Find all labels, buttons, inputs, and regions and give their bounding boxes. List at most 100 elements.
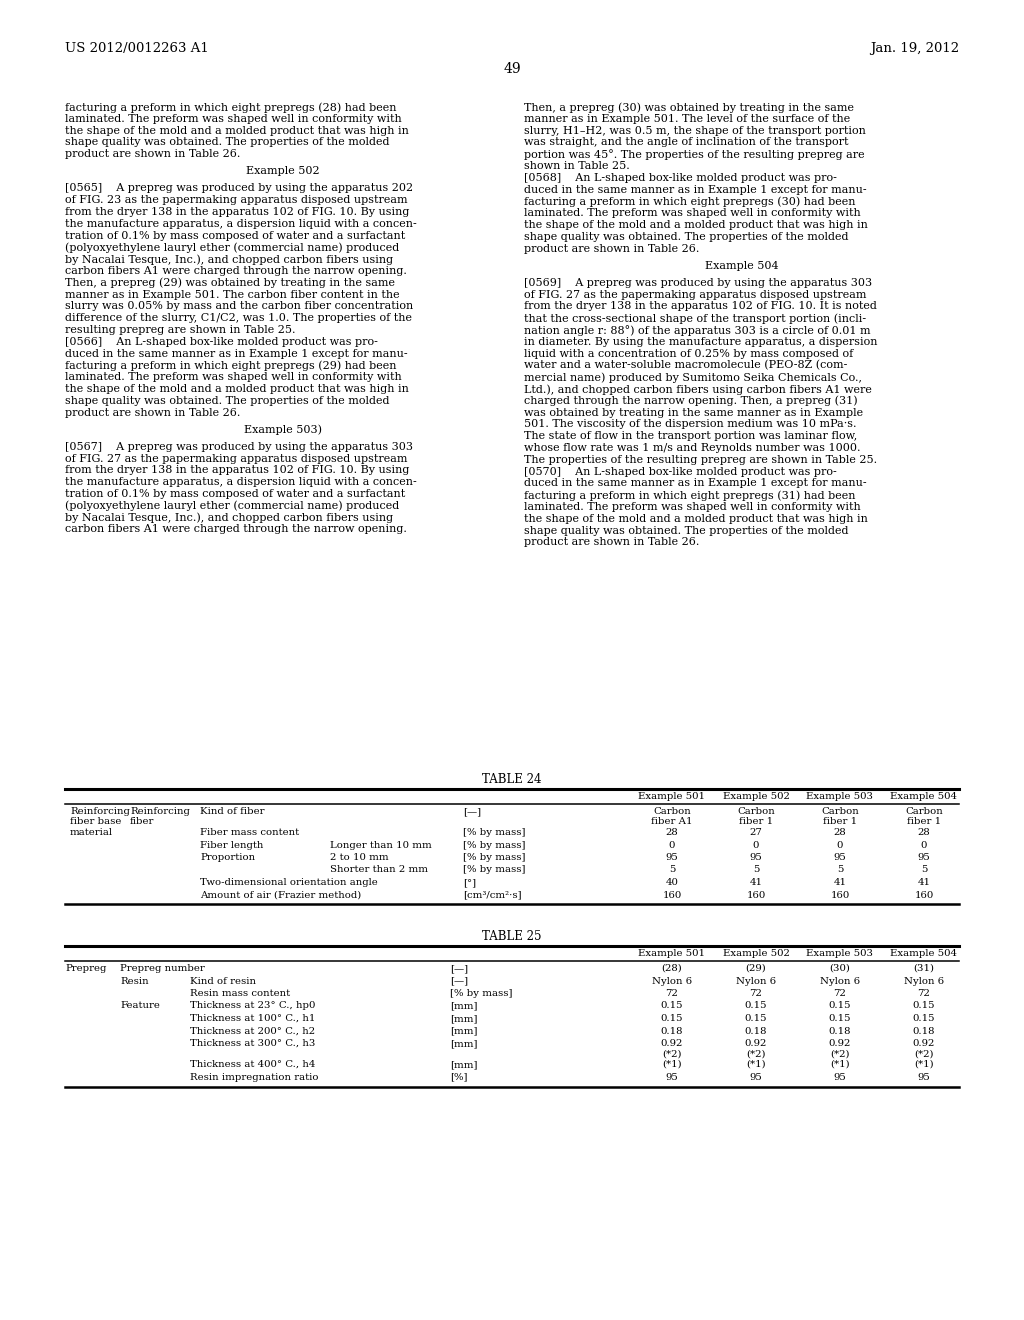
- Text: the shape of the mold and a molded product that was high in: the shape of the mold and a molded produ…: [524, 513, 868, 524]
- Text: Reinforcing: Reinforcing: [130, 807, 189, 816]
- Text: product are shown in Table 26.: product are shown in Table 26.: [524, 244, 699, 253]
- Text: facturing a preform in which eight prepregs (28) had been: facturing a preform in which eight prepr…: [65, 102, 396, 112]
- Text: Example 502: Example 502: [723, 792, 790, 801]
- Text: 95: 95: [750, 853, 763, 862]
- Text: the shape of the mold and a molded product that was high in: the shape of the mold and a molded produ…: [524, 220, 868, 230]
- Text: [—]: [—]: [450, 977, 468, 986]
- Text: the manufacture apparatus, a dispersion liquid with a concen-: the manufacture apparatus, a dispersion …: [65, 478, 417, 487]
- Text: 2 to 10 mm: 2 to 10 mm: [330, 853, 389, 862]
- Text: 49: 49: [503, 62, 521, 77]
- Text: Prepreg number: Prepreg number: [120, 964, 205, 973]
- Text: shape quality was obtained. The properties of the molded: shape quality was obtained. The properti…: [524, 232, 849, 242]
- Text: shape quality was obtained. The properties of the molded: shape quality was obtained. The properti…: [65, 396, 389, 405]
- Text: [mm]: [mm]: [450, 1060, 477, 1069]
- Text: Thickness at 300° C., h3: Thickness at 300° C., h3: [190, 1039, 315, 1048]
- Text: [0569]    A prepreg was produced by using the apparatus 303: [0569] A prepreg was produced by using t…: [524, 277, 872, 288]
- Text: laminated. The preform was shaped well in conformity with: laminated. The preform was shaped well i…: [524, 502, 861, 512]
- Text: 95: 95: [918, 1072, 931, 1081]
- Text: Reinforcing: Reinforcing: [70, 807, 130, 816]
- Text: (polyoxyethylene lauryl ether (commercial name) produced: (polyoxyethylene lauryl ether (commercia…: [65, 243, 399, 253]
- Text: US 2012/0012263 A1: US 2012/0012263 A1: [65, 42, 209, 55]
- Text: of FIG. 23 as the papermaking apparatus disposed upstream: of FIG. 23 as the papermaking apparatus …: [65, 195, 408, 205]
- Text: 72: 72: [834, 989, 847, 998]
- Text: shown in Table 25.: shown in Table 25.: [524, 161, 630, 172]
- Text: from the dryer 138 in the apparatus 102 of FIG. 10. It is noted: from the dryer 138 in the apparatus 102 …: [524, 301, 877, 312]
- Text: material: material: [70, 828, 113, 837]
- Text: was straight, and the angle of inclination of the transport: was straight, and the angle of inclinati…: [524, 137, 849, 148]
- Text: 0: 0: [921, 841, 927, 850]
- Text: (polyoxyethylene lauryl ether (commercial name) produced: (polyoxyethylene lauryl ether (commercia…: [65, 500, 399, 511]
- Text: product are shown in Table 26.: product are shown in Table 26.: [65, 149, 241, 160]
- Text: Nylon 6: Nylon 6: [904, 977, 944, 986]
- Text: [—]: [—]: [463, 807, 481, 816]
- Text: duced in the same manner as in Example 1 except for manu-: duced in the same manner as in Example 1…: [524, 185, 866, 194]
- Text: product are shown in Table 26.: product are shown in Table 26.: [524, 537, 699, 548]
- Text: fiber 1: fiber 1: [739, 817, 773, 825]
- Text: [0568]    An L-shaped box-like molded product was pro-: [0568] An L-shaped box-like molded produ…: [524, 173, 837, 182]
- Text: 5: 5: [921, 866, 927, 874]
- Text: the shape of the mold and a molded product that was high in: the shape of the mold and a molded produ…: [65, 125, 409, 136]
- Text: 0.15: 0.15: [912, 1002, 935, 1011]
- Text: (*2): (*2): [746, 1049, 766, 1059]
- Text: [% by mass]: [% by mass]: [463, 853, 525, 862]
- Text: 160: 160: [746, 891, 766, 899]
- Text: The state of flow in the transport portion was laminar flow,: The state of flow in the transport porti…: [524, 432, 857, 441]
- Text: 95: 95: [834, 853, 847, 862]
- Text: The properties of the resulting prepreg are shown in Table 25.: The properties of the resulting prepreg …: [524, 455, 878, 465]
- Text: fiber A1: fiber A1: [651, 817, 693, 825]
- Text: 160: 160: [914, 891, 934, 899]
- Text: fiber: fiber: [130, 817, 155, 825]
- Text: Jan. 19, 2012: Jan. 19, 2012: [869, 42, 959, 55]
- Text: Example 504: Example 504: [891, 792, 957, 801]
- Text: Thickness at 100° C., h1: Thickness at 100° C., h1: [190, 1014, 315, 1023]
- Text: facturing a preform in which eight prepregs (29) had been: facturing a preform in which eight prepr…: [65, 360, 396, 371]
- Text: 0.15: 0.15: [912, 1014, 935, 1023]
- Text: (31): (31): [913, 964, 935, 973]
- Text: from the dryer 138 in the apparatus 102 of FIG. 10. By using: from the dryer 138 in the apparatus 102 …: [65, 466, 410, 475]
- Text: [%]: [%]: [450, 1072, 468, 1081]
- Text: 95: 95: [666, 853, 678, 862]
- Text: Thickness at 400° C., h4: Thickness at 400° C., h4: [190, 1060, 315, 1069]
- Text: (*1): (*1): [830, 1060, 850, 1069]
- Text: (30): (30): [829, 964, 851, 973]
- Text: (*2): (*2): [663, 1049, 682, 1059]
- Text: Thickness at 200° C., h2: Thickness at 200° C., h2: [190, 1027, 315, 1035]
- Text: 0: 0: [837, 841, 843, 850]
- Text: TABLE 24: TABLE 24: [482, 774, 542, 785]
- Text: 72: 72: [918, 989, 931, 998]
- Text: was obtained by treating in the same manner as in Example: was obtained by treating in the same man…: [524, 408, 863, 417]
- Text: laminated. The preform was shaped well in conformity with: laminated. The preform was shaped well i…: [65, 114, 401, 124]
- Text: 95: 95: [918, 853, 931, 862]
- Text: fiber 1: fiber 1: [907, 817, 941, 825]
- Text: from the dryer 138 in the apparatus 102 of FIG. 10. By using: from the dryer 138 in the apparatus 102 …: [65, 207, 410, 216]
- Text: Example 501: Example 501: [639, 949, 706, 958]
- Text: charged through the narrow opening. Then, a prepreg (31): charged through the narrow opening. Then…: [524, 396, 858, 407]
- Text: 72: 72: [750, 989, 763, 998]
- Text: Ltd.), and chopped carbon fibers using carbon fibers A1 were: Ltd.), and chopped carbon fibers using c…: [524, 384, 871, 395]
- Text: 28: 28: [834, 828, 847, 837]
- Text: slurry, H1–H2, was 0.5 m, the shape of the transport portion: slurry, H1–H2, was 0.5 m, the shape of t…: [524, 125, 866, 136]
- Text: [0567]    A prepreg was produced by using the apparatus 303: [0567] A prepreg was produced by using t…: [65, 442, 413, 451]
- Text: Example 502: Example 502: [246, 166, 319, 177]
- Text: Then, a prepreg (30) was obtained by treating in the same: Then, a prepreg (30) was obtained by tre…: [524, 102, 854, 112]
- Text: 41: 41: [750, 878, 763, 887]
- Text: [mm]: [mm]: [450, 1027, 477, 1035]
- Text: Thickness at 23° C., hp0: Thickness at 23° C., hp0: [190, 1002, 315, 1011]
- Text: [mm]: [mm]: [450, 1014, 477, 1023]
- Text: 5: 5: [669, 866, 675, 874]
- Text: Example 504: Example 504: [891, 949, 957, 958]
- Text: [°]: [°]: [463, 878, 476, 887]
- Text: tration of 0.1% by mass composed of water and a surfactant: tration of 0.1% by mass composed of wate…: [65, 488, 406, 499]
- Text: (*2): (*2): [914, 1049, 934, 1059]
- Text: 28: 28: [666, 828, 678, 837]
- Text: [% by mass]: [% by mass]: [463, 828, 525, 837]
- Text: Then, a prepreg (29) was obtained by treating in the same: Then, a prepreg (29) was obtained by tre…: [65, 277, 395, 288]
- Text: laminated. The preform was shaped well in conformity with: laminated. The preform was shaped well i…: [65, 372, 401, 383]
- Text: Longer than 10 mm: Longer than 10 mm: [330, 841, 432, 850]
- Text: 40: 40: [666, 878, 679, 887]
- Text: (*1): (*1): [914, 1060, 934, 1069]
- Text: of FIG. 27 as the papermaking apparatus disposed upstream: of FIG. 27 as the papermaking apparatus …: [524, 289, 866, 300]
- Text: carbon fibers A1 were charged through the narrow opening.: carbon fibers A1 were charged through th…: [65, 524, 407, 535]
- Text: Example 502: Example 502: [723, 949, 790, 958]
- Text: manner as in Example 501. The carbon fiber content in the: manner as in Example 501. The carbon fib…: [65, 289, 399, 300]
